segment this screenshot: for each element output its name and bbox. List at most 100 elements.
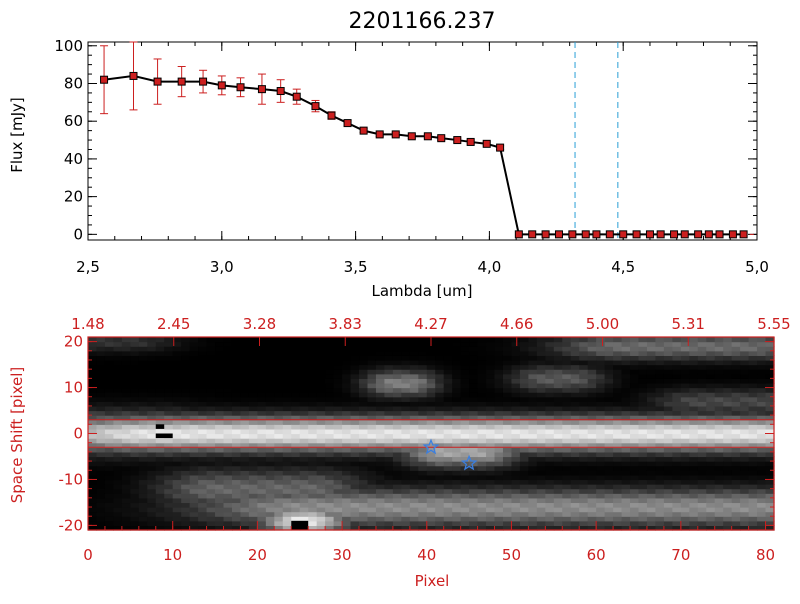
image-pixel [359,474,369,481]
image-pixel [96,410,106,416]
image-pixel [494,387,504,393]
image-pixel [325,502,335,508]
image-pixel [570,525,580,531]
image-pixel [562,405,572,412]
image-pixel [511,456,521,462]
image-pixel [104,346,115,352]
spectrum-data-point [466,137,475,146]
image-pixel [240,355,250,361]
image-pixel [342,474,352,481]
image-pixel [553,474,563,481]
image-pixel [748,428,758,435]
image-pixel [138,470,148,476]
image-pixel [418,520,428,527]
image-pixel [164,419,174,425]
image-pixel [231,488,242,494]
image-pixel [570,341,580,347]
image-pixel [282,378,292,384]
image-pixel [638,415,648,421]
image-pixel [723,396,733,402]
image-pixel [181,520,191,527]
image-pixel [409,516,419,522]
image-pixel [316,382,326,389]
image-pixel [765,507,775,513]
image-pixel [426,364,436,370]
image-pixel [130,474,140,481]
image-pixel [375,424,386,430]
image-pixel [88,359,98,366]
image-pixel [519,382,529,389]
image-pixel [757,410,767,416]
image-pixel [680,497,690,504]
image-pixel [164,424,174,430]
image-pixel [630,396,640,402]
image-pixel [155,405,165,412]
image-pixel [138,451,148,458]
image-pixel [528,493,538,499]
image-pixel [257,474,267,481]
image-pixel [359,378,369,384]
image-pixel [680,396,690,402]
image-pixel [375,373,386,379]
image-pixel [621,405,631,412]
image-pixel [731,341,741,347]
image-pixel [697,484,707,490]
image-pixel [502,511,513,517]
image-pixel [409,525,419,531]
image-pixel [596,470,606,476]
image-pixel [248,525,258,531]
image-pixel [604,484,614,490]
image-pixel [231,415,242,421]
image-pixel [663,364,673,370]
image-pixel [630,484,640,490]
image-pixel [189,497,199,504]
image-pixel [215,465,225,471]
image-pixel [240,378,250,384]
image-pixel [392,461,402,467]
image-pixel [714,387,724,393]
image-pixel [164,456,174,462]
image-pixel [121,415,131,421]
image-pixel [655,359,665,366]
image-pixel [731,451,741,458]
image-pixel [121,493,131,499]
image-pixel [333,433,343,439]
image-pixel [113,387,123,393]
image-dead-pixel [291,520,309,530]
image-pixel [164,516,174,522]
image-pixel [613,484,623,490]
image-pixel [130,359,140,366]
image-pixel [663,461,673,467]
image-pixel [723,392,733,398]
image-pixel [663,369,673,375]
spectrum-x-tick-label: 4,5 [611,258,635,276]
image-pixel [630,488,640,494]
image-pixel [88,447,98,453]
image-pixel [528,507,538,513]
image-pixel [748,433,758,439]
image-pixel [223,364,233,370]
image-pixel [502,415,513,421]
image-pixel [443,456,453,462]
image-pixel [545,447,555,453]
image-pixel [613,442,623,448]
image-pixel [723,428,733,435]
image-pixel [426,373,436,379]
image-pixel [291,401,301,407]
image-pixel [638,378,648,384]
image-pixel [189,364,199,370]
image-pixel [198,520,208,527]
image-pixel [248,479,258,485]
image-pixel [265,507,275,513]
image-pixel [240,373,250,379]
image-pixel [740,433,750,439]
image-pixel [147,451,157,458]
image-pixel [638,387,648,393]
image-pixel [613,507,623,513]
image-pixel [494,479,504,485]
image-pixel [545,369,555,375]
image-pixel [680,474,690,481]
image-pixel [697,401,707,407]
image-pixel [325,493,335,499]
image-pixel [350,461,360,467]
